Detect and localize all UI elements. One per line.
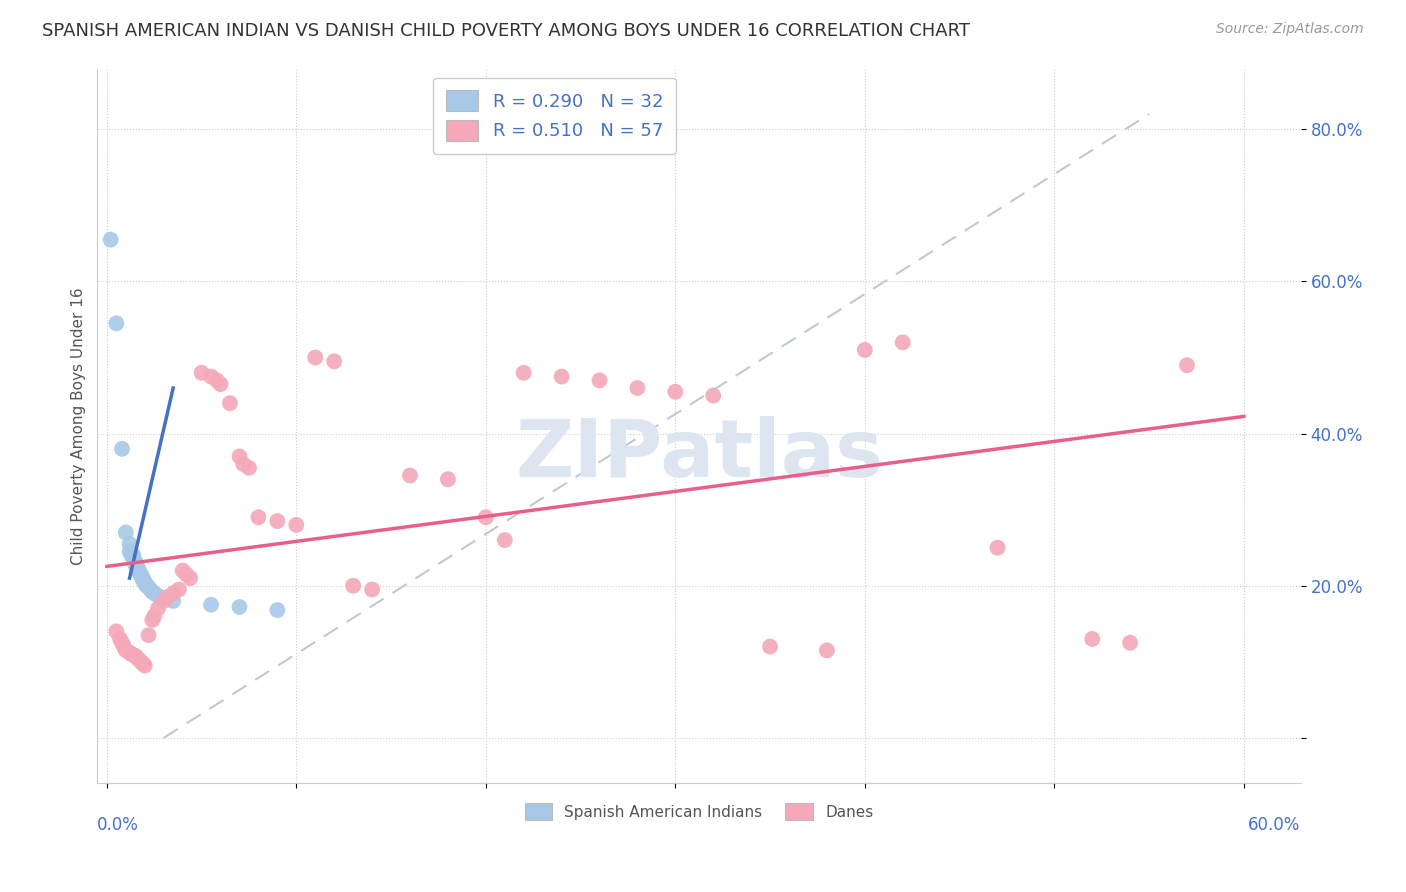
Point [266, 603, 288, 617]
Text: ZIPatlas: ZIPatlas [515, 416, 883, 493]
Point [128, 565, 150, 579]
Point [118, 646, 141, 660]
Point [141, 584, 163, 599]
Point [138, 628, 160, 642]
Point [143, 609, 166, 624]
Point [120, 647, 142, 661]
Point [143, 586, 166, 600]
Point [139, 582, 162, 597]
Point [512, 366, 534, 380]
Point [891, 335, 914, 350]
Text: Source: ZipAtlas.com: Source: ZipAtlas.com [1216, 22, 1364, 37]
Point [702, 388, 724, 402]
Point [190, 366, 212, 380]
Point [138, 580, 160, 594]
Point [399, 468, 422, 483]
Point [1081, 632, 1104, 646]
Point [127, 559, 149, 574]
Point [588, 373, 610, 387]
Point [132, 657, 155, 671]
Point [114, 643, 136, 657]
Text: 0.0%: 0.0% [97, 815, 139, 834]
Point [134, 574, 156, 589]
Point [437, 472, 460, 486]
Point [118, 544, 141, 558]
Point [664, 384, 686, 399]
Point [475, 510, 498, 524]
Point [156, 590, 179, 604]
Point [132, 573, 155, 587]
Point [134, 658, 156, 673]
Point [209, 377, 232, 392]
Point [152, 594, 174, 608]
Point [626, 381, 648, 395]
Point [238, 460, 260, 475]
Point [228, 450, 250, 464]
Point [129, 655, 152, 669]
Point [124, 558, 146, 572]
Point [200, 598, 222, 612]
Point [128, 652, 150, 666]
Y-axis label: Child Poverty Among Boys Under 16: Child Poverty Among Boys Under 16 [72, 287, 86, 565]
Point [100, 233, 122, 247]
Point [247, 510, 270, 524]
Point [129, 569, 152, 583]
Point [129, 567, 152, 582]
Point [105, 624, 128, 639]
Point [323, 354, 346, 368]
Point [1175, 358, 1198, 372]
Legend: Spanish American Indians, Danes: Spanish American Indians, Danes [519, 797, 880, 826]
Point [550, 369, 572, 384]
Text: SPANISH AMERICAN INDIAN VS DANISH CHILD POVERTY AMONG BOYS UNDER 16 CORRELATION : SPANISH AMERICAN INDIAN VS DANISH CHILD … [42, 22, 970, 40]
Point [146, 589, 169, 603]
Point [118, 537, 141, 551]
Point [853, 343, 876, 357]
Point [285, 517, 308, 532]
Point [122, 552, 145, 566]
Point [172, 564, 194, 578]
Point [162, 586, 184, 600]
Point [105, 316, 128, 330]
Point [114, 525, 136, 540]
Point [200, 369, 222, 384]
Point [494, 533, 516, 547]
Point [134, 576, 156, 591]
Point [124, 554, 146, 568]
Point [759, 640, 782, 654]
Point [205, 373, 228, 387]
Point [986, 541, 1008, 555]
Text: 60.0%: 60.0% [1249, 815, 1301, 834]
Point [162, 594, 184, 608]
Point [219, 396, 242, 410]
Point [124, 648, 146, 663]
Point [179, 571, 201, 585]
Point [111, 442, 134, 456]
Point [120, 549, 142, 563]
Point [135, 579, 157, 593]
Point [232, 457, 254, 471]
Point [127, 562, 149, 576]
Point [108, 632, 131, 646]
Point [111, 636, 134, 650]
Point [127, 651, 149, 665]
Point [342, 579, 364, 593]
Point [266, 514, 288, 528]
Point [815, 643, 838, 657]
Point [1119, 636, 1142, 650]
Point [304, 351, 326, 365]
Point [152, 591, 174, 605]
Point [128, 564, 150, 578]
Point [141, 613, 163, 627]
Point [361, 582, 384, 597]
Point [132, 571, 155, 585]
Point [228, 600, 250, 615]
Point [112, 640, 135, 654]
Point [122, 549, 145, 563]
Point [176, 567, 198, 582]
Point [146, 601, 169, 615]
Point [167, 582, 190, 597]
